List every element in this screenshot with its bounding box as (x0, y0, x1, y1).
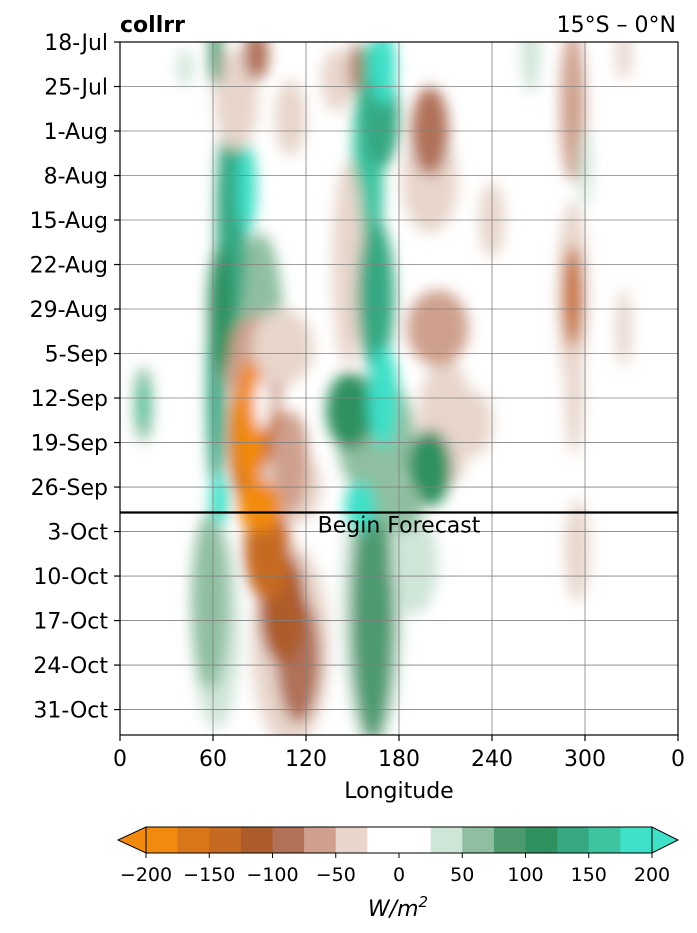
colorbar-swatch (430, 827, 463, 853)
field-blob (391, 512, 438, 615)
field-blob (321, 48, 353, 112)
y-tick-label: 24-Oct (33, 654, 108, 679)
field-blob (138, 378, 148, 430)
y-tick-label: 19-Sep (31, 432, 108, 457)
field-blob (564, 499, 590, 602)
field-blob (563, 245, 582, 348)
field-blob (616, 42, 632, 81)
x-tick-label: 0 (671, 747, 685, 772)
field-blob (344, 480, 376, 532)
y-tick-label: 17-Oct (33, 610, 108, 635)
y-tick-label: 5-Sep (45, 343, 108, 368)
field-blob (326, 372, 373, 449)
colorbar-swatch (146, 827, 179, 853)
colorbar-tick-label: −50 (316, 864, 356, 886)
colorbar-tick-label: 150 (571, 864, 607, 886)
field-blob (357, 220, 395, 373)
field-blob (371, 42, 396, 106)
field-blob (209, 42, 223, 87)
y-axis: 18-Jul 25-Jul 1-Aug 8-Aug 15-Aug 22-Aug 29-Aug… (30, 31, 120, 724)
field-blob (564, 328, 584, 456)
y-tick-label: 22-Aug (30, 254, 108, 279)
field-blob (275, 80, 306, 157)
y-tick-label: 8-Aug (44, 165, 108, 190)
y-tick-label: 26-Sep (31, 476, 108, 501)
field-blob (406, 289, 469, 367)
colorbar-swatch (557, 827, 590, 853)
colorbar: −200 −150 −100 −50 0 50 100 150 200 (116, 826, 680, 886)
colorbar-tick-label: 50 (450, 864, 474, 886)
colorbar-tick-label: 200 (634, 864, 670, 886)
field-blob (461, 391, 492, 456)
x-axis: 0 60 120 180 240 300 0 (113, 735, 685, 772)
colorbar-tick-label: −200 (120, 864, 172, 886)
x-tick-label: 120 (285, 747, 327, 772)
colorbar-swatch (209, 827, 242, 853)
chart-title-left: collrr (120, 13, 185, 38)
field-blob (214, 48, 258, 151)
colorbar-swatch (335, 827, 368, 853)
y-tick-label: 10-Oct (33, 565, 108, 590)
field-blob (560, 42, 585, 182)
x-tick-label: 0 (113, 747, 127, 772)
y-tick-label: 29-Aug (30, 298, 108, 323)
field-blob (177, 48, 193, 87)
field-blob (254, 378, 271, 430)
colorbar-tick-label: 100 (507, 864, 543, 886)
field-blob (251, 309, 314, 386)
field-blob (616, 289, 632, 367)
colorbar-extend-low (116, 826, 147, 854)
colorbar-swatch (177, 827, 210, 853)
colorbar-tick-label: 0 (393, 864, 405, 886)
x-axis-label: Longitude (344, 779, 453, 804)
chart-title-right: 15°S – 0°N (557, 13, 676, 38)
y-tick-label: 18-Jul (44, 31, 108, 56)
plot-area: Begin Forecast (119, 41, 679, 736)
colorbar-swatch (493, 827, 526, 853)
colorbar-swatch (462, 827, 495, 853)
x-tick-label: 300 (564, 747, 606, 772)
colorbar-swatch (272, 827, 305, 853)
field-blob (244, 42, 269, 81)
colorbar-swatch (367, 827, 432, 853)
y-tick-label: 25-Jul (44, 76, 108, 101)
colorbar-swatch (620, 827, 653, 853)
field-blob (349, 42, 362, 93)
colorbar-tick-label: −150 (183, 864, 235, 886)
x-tick-label: 60 (199, 747, 227, 772)
forecast-annotation: Begin Forecast (318, 513, 481, 538)
colorbar-swatch (304, 827, 337, 853)
field-blob (521, 42, 541, 93)
colorbar-swatch (525, 827, 558, 853)
colorbar-swatch (240, 827, 273, 853)
colorbar-extend-high (651, 826, 680, 854)
y-tick-label: 3-Oct (47, 521, 108, 546)
field-blob (350, 487, 395, 735)
colorbar-label: W/m2 (368, 893, 428, 922)
y-tick-label: 31-Oct (33, 699, 108, 724)
colorbar-swatch (588, 827, 621, 853)
field-blob (191, 512, 229, 691)
y-tick-label: 15-Aug (30, 209, 108, 234)
colorbar-tick-label: −100 (246, 864, 298, 886)
y-tick-label: 1-Aug (44, 120, 108, 145)
y-tick-label: 12-Sep (31, 387, 108, 412)
x-tick-label: 180 (378, 747, 420, 772)
x-tick-label: 240 (471, 747, 513, 772)
field-blob (237, 143, 257, 233)
field-blob (237, 480, 282, 532)
